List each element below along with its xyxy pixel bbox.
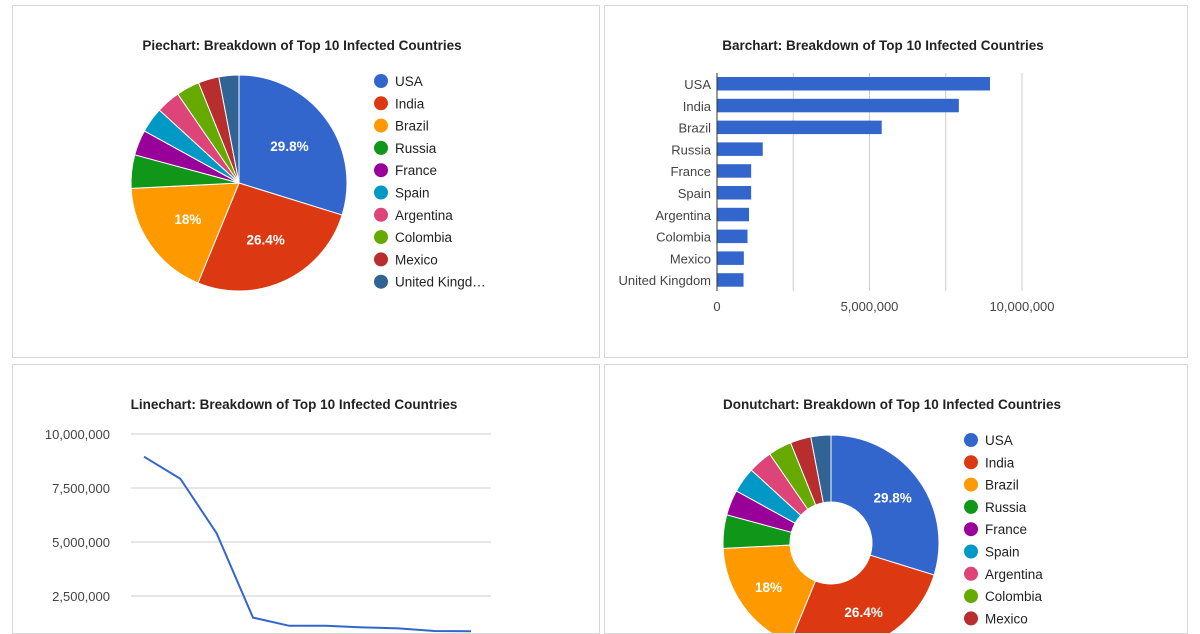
legend-label-argentina[interactable]: Argentina [395, 208, 453, 223]
legend-marker-mexico [964, 611, 978, 625]
legend-marker-france [374, 163, 388, 177]
legend-label-mexico[interactable]: Mexico [985, 611, 1028, 626]
donutchart: Donutchart: Breakdown of Top 10 Infected… [605, 365, 1188, 634]
legend-label-france[interactable]: France [395, 163, 437, 178]
pie-slice-label: 26.4% [247, 233, 285, 248]
barchart-title: Barchart: Breakdown of Top 10 Infected C… [722, 38, 1044, 53]
legend-label-spain[interactable]: Spain [985, 545, 1020, 560]
legend-label-india[interactable]: India [395, 96, 425, 111]
legend-label-russia[interactable]: Russia [985, 500, 1027, 515]
legend-label-usa[interactable]: USA [395, 74, 423, 89]
bar-category-label: France [671, 164, 711, 179]
piechart-panel: Piechart: Breakdown of Top 10 Infected C… [12, 5, 600, 358]
bar-united-kingdom [717, 273, 744, 287]
legend-marker-colombia [964, 589, 978, 603]
bar-xtick-label: 5,000,000 [841, 299, 899, 314]
bar-category-label: Mexico [670, 251, 711, 266]
legend-marker-colombia [374, 230, 388, 244]
legend-marker-russia [964, 500, 978, 514]
legend-marker-argentina [374, 208, 388, 222]
legend-marker-brazil [964, 478, 978, 492]
bar-usa [717, 77, 990, 91]
legend-label-brazil[interactable]: Brazil [395, 119, 429, 134]
bar-category-label: India [683, 99, 712, 114]
linechart-panel: Linechart: Breakdown of Top 10 Infected … [12, 364, 600, 634]
bar-category-label: Colombia [656, 230, 712, 245]
bar-category-label: USA [684, 77, 711, 92]
bar-xtick-label: 0 [713, 299, 720, 314]
bar-mexico [717, 251, 744, 265]
piechart: Piechart: Breakdown of Top 10 Infected C… [13, 6, 600, 358]
line-ytick-label: 2,500,000 [52, 589, 110, 604]
legend-marker-mexico [374, 252, 388, 266]
legend-label-usa[interactable]: USA [985, 433, 1013, 448]
legend-marker-russia [374, 141, 388, 155]
bar-spain [717, 186, 751, 200]
donutchart-title: Donutchart: Breakdown of Top 10 Infected… [723, 397, 1061, 412]
line-ytick-label: 10,000,000 [45, 427, 110, 442]
legend-label-colombia[interactable]: Colombia [395, 230, 453, 245]
donutchart-panel: Donutchart: Breakdown of Top 10 Infected… [604, 364, 1188, 634]
donut-slice-label: 29.8% [873, 491, 911, 506]
legend-marker-india [374, 96, 388, 110]
bar-brazil [717, 121, 882, 135]
bar-argentina [717, 208, 749, 222]
legend-label-mexico[interactable]: Mexico [395, 252, 438, 267]
legend-marker-brazil [374, 119, 388, 133]
bar-category-label: Spain [678, 186, 711, 201]
legend-marker-france [964, 522, 978, 536]
bar-category-label: United Kingdom [619, 273, 712, 288]
bar-category-label: Argentina [655, 208, 711, 223]
legend-marker-usa [374, 74, 388, 88]
barchart-panel: Barchart: Breakdown of Top 10 Infected C… [604, 5, 1188, 358]
linechart-title: Linechart: Breakdown of Top 10 Infected … [131, 397, 458, 412]
bar-france [717, 164, 751, 178]
bar-india [717, 99, 959, 113]
legend-label-argentina[interactable]: Argentina [985, 567, 1043, 582]
legend-label-colombia[interactable]: Colombia [985, 589, 1043, 604]
legend-marker-india [964, 455, 978, 469]
line-ytick-label: 7,500,000 [52, 481, 110, 496]
bar-category-label: Brazil [678, 121, 711, 136]
bar-russia [717, 142, 763, 156]
legend-label-united-kingdom[interactable]: United Kingd… [395, 275, 486, 290]
pie-slice-label: 29.8% [270, 139, 308, 154]
barchart: Barchart: Breakdown of Top 10 Infected C… [605, 6, 1188, 358]
donut-slice-label: 26.4% [844, 605, 882, 620]
bar-category-label: Russia [671, 142, 712, 157]
legend-marker-spain [374, 186, 388, 200]
legend-label-india[interactable]: India [985, 455, 1015, 470]
line-ytick-label: 5,000,000 [52, 535, 110, 550]
bar-xtick-label: 10,000,000 [989, 299, 1054, 314]
legend-label-brazil[interactable]: Brazil [985, 478, 1019, 493]
legend-label-spain[interactable]: Spain [395, 186, 430, 201]
legend-marker-argentina [964, 567, 978, 581]
piechart-title: Piechart: Breakdown of Top 10 Infected C… [142, 38, 461, 53]
legend-marker-spain [964, 545, 978, 559]
donut-slice-label: 18% [755, 580, 782, 595]
legend-marker-united-kingdom [374, 275, 388, 289]
linechart: Linechart: Breakdown of Top 10 Infected … [13, 365, 600, 634]
legend-label-france[interactable]: France [985, 522, 1027, 537]
legend-label-russia[interactable]: Russia [395, 141, 437, 156]
legend-marker-usa [964, 433, 978, 447]
bar-colombia [717, 230, 748, 244]
pie-slice-label: 18% [174, 212, 201, 227]
line-series [144, 457, 471, 632]
